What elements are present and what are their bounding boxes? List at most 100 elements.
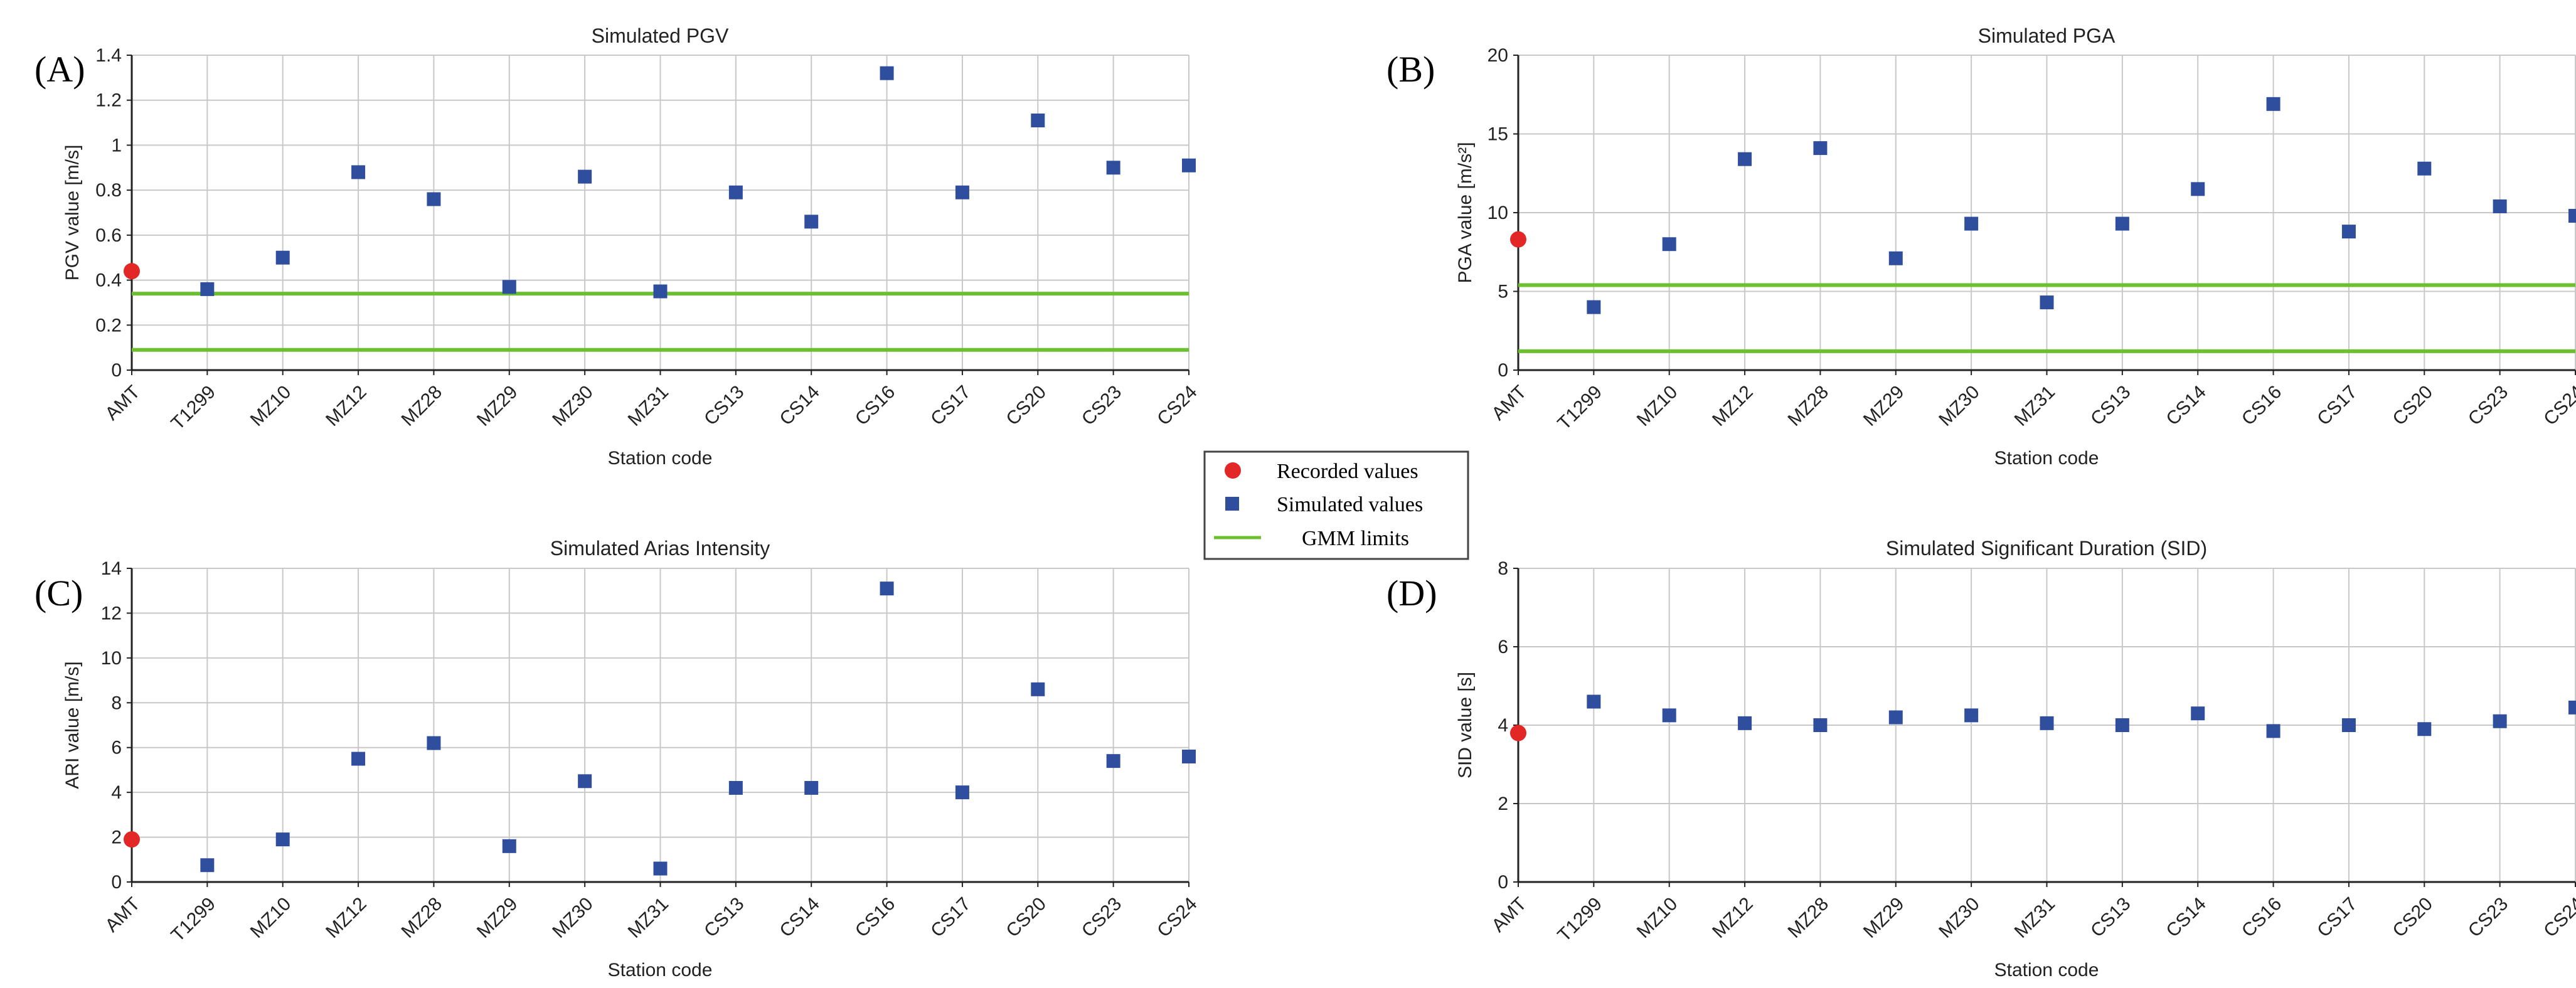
x-tick-label: T1299 (168, 381, 220, 433)
simulated-point (1662, 237, 1676, 252)
x-tick-label: CS16 (2238, 381, 2286, 429)
x-tick-label: T1299 (1554, 381, 1606, 433)
x-axis-label: Station code (608, 960, 713, 980)
simulated-point (955, 785, 969, 800)
y-tick-label: 15 (1488, 124, 1508, 145)
simulated-point (2266, 724, 2281, 738)
chart-panel-3: Simulated Arias Intensity (C) 0 2 4 6 8 10 12 14 A… (35, 537, 1201, 980)
x-tick-label: CS16 (851, 381, 899, 429)
x-tick-label: MZ29 (473, 893, 522, 942)
panel-label: (B) (1386, 49, 1435, 90)
x-tick-label: CS17 (2313, 381, 2361, 429)
simulated-point (2417, 161, 2432, 176)
chart-title: Simulated Arias Intensity (550, 537, 770, 560)
x-tick-label: MZ10 (247, 381, 295, 430)
y-axis-label: SID value [s] (1455, 672, 1476, 778)
recorded-point (124, 831, 140, 848)
x-tick-label: MZ28 (398, 893, 447, 942)
y-tick-label: 8 (111, 693, 122, 713)
x-tick-label: MZ12 (1708, 381, 1757, 430)
x-axis-label: Station code (608, 448, 713, 469)
simulated-point (502, 280, 516, 294)
legend-box (1203, 450, 1469, 560)
x-tick-label: CS16 (851, 893, 899, 941)
y-tick-label: 2 (111, 827, 122, 848)
simulated-point (2191, 706, 2205, 721)
simulated-point (427, 736, 441, 750)
chart-title: Simulated Significant Duration (SID) (1886, 537, 2207, 560)
legend-recorded-marker (1225, 462, 1241, 479)
simulated-point (728, 185, 743, 199)
simulated-point (351, 752, 366, 766)
y-tick-label: 4 (1498, 715, 1508, 736)
simulated-point (880, 66, 894, 80)
simulated-point (880, 582, 894, 596)
simulated-point (1888, 710, 1903, 725)
y-axis-label: PGV value [m/s] (62, 145, 83, 281)
y-tick-label: 1 (111, 135, 122, 156)
chart-title: Simulated PGV (592, 24, 729, 47)
y-tick-label: 14 (101, 558, 122, 579)
simulated-point (502, 839, 516, 853)
simulated-point (1587, 694, 1601, 709)
legend-gmm-label: GMM limits (1302, 527, 1409, 550)
recorded-point (124, 263, 140, 280)
x-tick-label: CS14 (775, 381, 823, 429)
x-tick-label: MZ12 (1708, 893, 1757, 942)
x-tick-label: MZ29 (473, 381, 522, 430)
x-axis-label: Station code (1994, 960, 2099, 980)
panel-label: (A) (35, 49, 85, 90)
legend-simulated-marker (1225, 497, 1239, 511)
x-tick-label: CS20 (2389, 381, 2437, 429)
chart-panel-2: Simulated PGA (B) 0 5 10 15 20 AMT T1299 MZ10 MZ12… (1386, 24, 2576, 469)
recorded-point (1510, 725, 1526, 741)
y-tick-label: 10 (1488, 203, 1508, 223)
simulated-point (653, 284, 668, 299)
x-tick-label: AMT (1488, 381, 1531, 424)
x-tick-label: MZ30 (548, 381, 597, 430)
simulated-point (1738, 716, 1752, 730)
y-tick-label: 8 (1498, 558, 1508, 579)
x-tick-label: MZ28 (1784, 381, 1833, 430)
simulated-point (275, 832, 290, 847)
x-tick-label: MZ29 (1860, 893, 1908, 942)
simulated-point (2568, 700, 2576, 714)
simulated-point (200, 282, 215, 296)
simulated-point (1031, 682, 1045, 696)
x-tick-label: MZ29 (1860, 381, 1908, 430)
simulated-point (1813, 718, 1828, 732)
y-tick-label: 4 (111, 782, 122, 803)
simulated-point (1031, 113, 1045, 127)
x-tick-label: AMT (1488, 893, 1531, 936)
x-tick-label: CS23 (2464, 893, 2512, 941)
y-tick-label: 0 (1498, 872, 1508, 893)
simulated-point (2568, 209, 2576, 223)
simulated-point (728, 781, 743, 795)
simulated-point (804, 781, 819, 795)
simulated-point (1964, 708, 1979, 723)
x-tick-label: MZ28 (1784, 893, 1833, 942)
x-tick-label: CS23 (1078, 893, 1126, 941)
y-tick-label: 0.4 (95, 270, 122, 291)
recorded-point (1510, 231, 1526, 248)
x-tick-label: CS24 (2540, 381, 2576, 429)
x-axis-label: Station code (1994, 448, 2099, 469)
x-tick-label: CS14 (2162, 381, 2210, 429)
simulated-point (1106, 161, 1120, 175)
x-tick-label: AMT (102, 893, 144, 936)
legend-simulated-label: Simulated values (1277, 493, 1423, 516)
x-tick-label: CS13 (700, 893, 748, 941)
y-tick-label: 0.8 (95, 180, 122, 201)
x-tick-label: MZ31 (2011, 893, 2060, 942)
x-tick-label: MZ10 (1633, 381, 1682, 430)
simulated-point (2417, 722, 2432, 736)
x-tick-label: MZ31 (624, 893, 673, 942)
x-tick-label: CS20 (1003, 893, 1050, 941)
x-tick-label: CS17 (2313, 893, 2361, 941)
x-tick-label: CS13 (700, 381, 748, 429)
simulated-point (2040, 295, 2054, 310)
simulated-point (2341, 225, 2356, 239)
y-tick-label: 0.6 (95, 225, 122, 246)
simulated-point (2115, 216, 2129, 231)
